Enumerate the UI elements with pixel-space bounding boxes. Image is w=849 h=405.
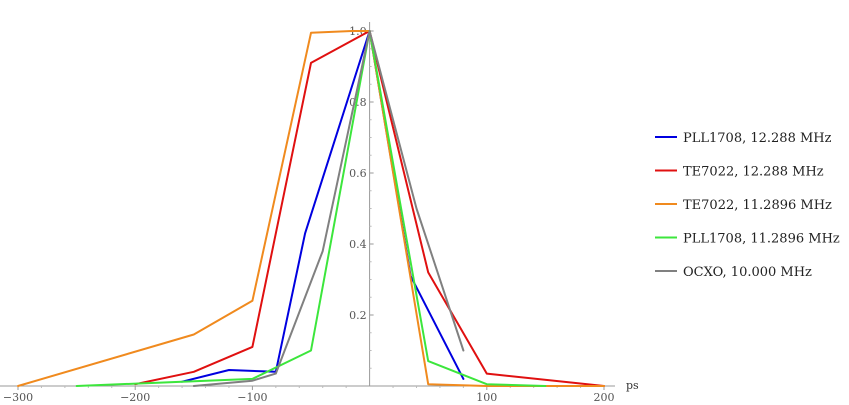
x-tick-label: −100 — [237, 391, 267, 404]
series-line — [181, 30, 465, 383]
legend-label: PLL1708, 11.2896 MHz — [683, 232, 840, 247]
legend: PLL1708, 12.288 MHz TE7022, 12.288 MHz TE7… — [655, 131, 840, 280]
x-tick-label: −300 — [3, 391, 33, 404]
series-line — [134, 30, 605, 387]
x-axis-unit: ps — [626, 379, 639, 392]
y-tick-label: 0.4 — [349, 238, 367, 251]
y-tick-label: 0.2 — [349, 309, 367, 322]
x-tick-label: −200 — [120, 391, 150, 404]
y-tick-label: 0.6 — [349, 167, 367, 180]
legend-label: PLL1708, 12.288 MHz — [683, 131, 832, 146]
legend-label: OCXO, 10.000 MHz — [683, 265, 812, 280]
series-lines — [17, 30, 605, 387]
series-line — [17, 30, 605, 387]
x-tick-label: 200 — [594, 391, 615, 404]
series-line — [192, 30, 465, 387]
legend-label: TE7022, 11.2896 MHz — [683, 198, 832, 213]
legend-label: TE7022, 12.288 MHz — [683, 165, 824, 180]
x-tick-label: 100 — [476, 391, 497, 404]
series-line — [75, 30, 547, 387]
